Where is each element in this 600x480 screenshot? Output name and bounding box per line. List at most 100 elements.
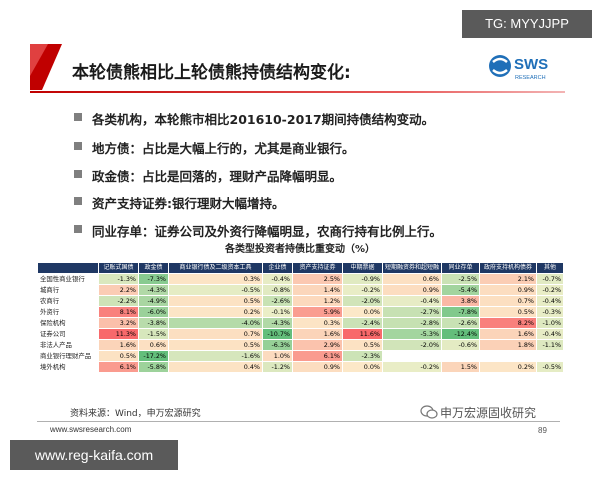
bullet-text: 资产支持证券:银行理财大幅增持。 xyxy=(92,196,285,211)
table-body: 全国性商业银行 -1.3% -7.3% 0.3% -0.4% 2.5% -0.9% 0.6% -… xyxy=(37,273,565,373)
table-cell: 0.6% xyxy=(381,273,443,285)
table-cell: 2.5% xyxy=(292,273,343,285)
table-cell: -7.3% xyxy=(138,273,169,285)
table-cell xyxy=(479,350,538,362)
table-cell: -10.7% xyxy=(262,328,293,340)
watermark: TG: MYYJJPP xyxy=(462,10,592,38)
table-cell: 8.2% xyxy=(479,317,538,329)
table-cell: -4.3% xyxy=(262,317,293,329)
table-cell: -2.6% xyxy=(262,295,293,307)
table-cell: 0.2% xyxy=(479,361,538,373)
bullet-item: 各类机构，本轮熊市相比201610-2017期间持债结构变动。 xyxy=(74,109,434,128)
table-cell: -4.3% xyxy=(138,284,169,296)
table-cell: -0.3% xyxy=(536,306,565,318)
table-cell: -4.9% xyxy=(138,295,169,307)
table-cell: -4.0% xyxy=(168,317,263,329)
table-cell: -0.5% xyxy=(168,284,263,296)
table-cell: -5.3% xyxy=(381,328,443,340)
table-cell: -2.4% xyxy=(342,317,383,329)
table-cell xyxy=(536,350,565,362)
wechat-icon xyxy=(420,405,438,419)
table-row: 境外机构 6.1% -5.8% 0.4% -1.2% 0.9% 0.0% -0.2% 1.5% 0… xyxy=(37,361,565,373)
table-cell: -17.2% xyxy=(138,350,169,362)
bullet-text: 政金债：占比是回落的，理财产品降幅明显。 xyxy=(92,169,343,184)
logo-subtitle: RESEARCH xyxy=(515,75,546,81)
table-cell: -3.8% xyxy=(138,317,169,329)
row-label: 证券公司 xyxy=(37,328,99,340)
table-cell: 1.6% xyxy=(292,328,343,340)
table-cell: -5.8% xyxy=(138,361,169,373)
table-cell: -0.4% xyxy=(536,328,565,340)
table-cell: -1.6% xyxy=(168,350,263,362)
column-header: 商业银行债及二级资本工具 xyxy=(168,262,263,274)
logo-text: SWS xyxy=(514,56,548,73)
table-cell: 3.8% xyxy=(441,295,481,307)
row-label: 非法人产品 xyxy=(37,339,99,351)
table-cell: -2.8% xyxy=(381,317,443,329)
table-cell: 0.0% xyxy=(342,361,383,373)
table-cell: -0.1% xyxy=(262,306,293,318)
header-row: 记账式国债 政金债 商业银行债及二级资本工具 企业债 资产支持证券 中期票据 短期融资券和超… xyxy=(37,262,565,274)
table-cell xyxy=(441,350,481,362)
table-cell: -1.0% xyxy=(536,317,565,329)
table-cell: -7.8% xyxy=(441,306,481,318)
table-cell: -0.4% xyxy=(262,273,293,285)
table-row: 商业银行理财产品 0.5% -17.2% -1.6% 1.0% 6.1% -2.3% xyxy=(37,350,565,362)
table-cell: 0.2% xyxy=(168,306,263,318)
column-header: 政府支持机构债券 xyxy=(479,262,538,274)
row-label: 外资行 xyxy=(37,306,99,318)
row-label: 商业银行理财产品 xyxy=(37,350,99,362)
column-header: 短期融资券和超短融 xyxy=(381,262,443,274)
table-row: 全国性商业银行 -1.3% -7.3% 0.3% -0.4% 2.5% -0.9% 0.6% -… xyxy=(37,273,565,285)
table-cell: 0.9% xyxy=(381,284,443,296)
table-cell: -5.4% xyxy=(441,284,481,296)
row-label: 农商行 xyxy=(37,295,99,307)
column-header: 同业存单 xyxy=(441,262,481,274)
table-cell: 8.1% xyxy=(98,306,139,318)
table-cell: 0.5% xyxy=(98,350,139,362)
table-row: 证券公司 11.3% -1.5% 0.7% -10.7% 1.6% 11.6% -5.3% -1… xyxy=(37,328,565,340)
table-cell: 2.9% xyxy=(292,339,343,351)
table-row: 农商行 -2.2% -4.9% 0.5% -2.6% 1.2% -2.0% -0.4% 3.8%… xyxy=(37,295,565,307)
website: www.swsresearch.com xyxy=(50,425,132,434)
table-cell: -0.2% xyxy=(536,284,565,296)
table-cell: 1.0% xyxy=(262,350,293,362)
table-cell: -0.9% xyxy=(342,273,383,285)
table-cell: 3.2% xyxy=(98,317,139,329)
table-cell: -0.4% xyxy=(536,295,565,307)
column-header: 企业债 xyxy=(262,262,293,274)
bullet-item: 资产支持证券:银行理财大幅增持。 xyxy=(74,193,285,212)
table-cell: -1.1% xyxy=(536,339,565,351)
table-cell: -2.2% xyxy=(98,295,139,307)
table-cell: 0.7% xyxy=(168,328,263,340)
column-header: 记账式国债 xyxy=(98,262,139,274)
title-accent xyxy=(30,44,48,76)
table-cell: -0.6% xyxy=(441,339,481,351)
bullet-item: 地方债：占比是大幅上行的，尤其是商业银行。 xyxy=(74,138,355,157)
watermark: www.reg-kaifa.com xyxy=(10,440,178,470)
table-cell: 0.5% xyxy=(342,339,383,351)
table-cell: 0.5% xyxy=(479,306,538,318)
table-cell: -1.5% xyxy=(138,328,169,340)
column-header: 政金债 xyxy=(138,262,169,274)
footer-rule xyxy=(37,421,560,422)
table-cell: 0.4% xyxy=(168,361,263,373)
table-cell: -0.7% xyxy=(536,273,565,285)
table-cell: 1.8% xyxy=(479,339,538,351)
table-cell: 6.1% xyxy=(292,350,343,362)
table-row: 外资行 8.1% -6.0% 0.2% -0.1% 5.9% 0.0% -2.7% -7.8% 0… xyxy=(37,306,565,318)
table-cell: 0.3% xyxy=(168,273,263,285)
bullet-text: 各类机构，本轮熊市相比201610-2017期间持债结构变动。 xyxy=(92,112,435,127)
table-cell: -6.0% xyxy=(138,306,169,318)
bullet-text: 地方债：占比是大幅上行的，尤其是商业银行。 xyxy=(92,141,355,156)
table-cell: -0.4% xyxy=(381,295,443,307)
table-row: 保险机构 3.2% -3.8% -4.0% -4.3% 0.3% -2.4% -2.8% -2.… xyxy=(37,317,565,329)
wechat-watermark: 申万宏源固收研究 xyxy=(440,406,537,420)
table-cell: 0.7% xyxy=(479,295,538,307)
table-cell: 1.4% xyxy=(292,284,343,296)
table-title: 各类型投资者持债比重变动（%） xyxy=(224,244,376,255)
row-label: 城商行 xyxy=(37,284,99,296)
column-header: 中期票据 xyxy=(342,262,383,274)
table-cell: -2.6% xyxy=(441,317,481,329)
table-cell: 2.2% xyxy=(98,284,139,296)
